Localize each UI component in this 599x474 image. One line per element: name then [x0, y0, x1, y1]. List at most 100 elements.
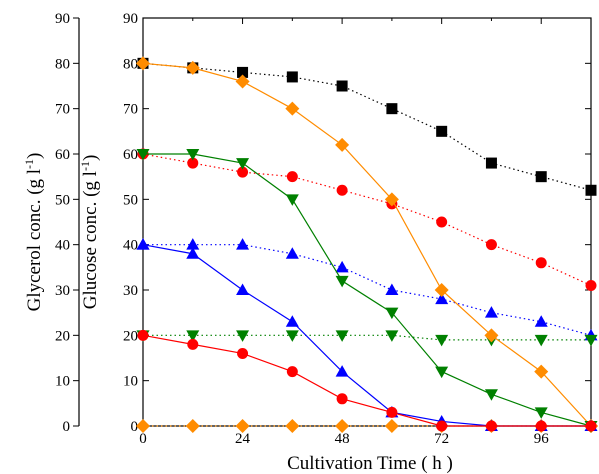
data-point-diamond [484, 328, 499, 343]
inner-y-axis-label: Glucose conc. (g l-1) [78, 155, 101, 310]
outer-y-axis-label-suffix: ) [24, 153, 45, 159]
data-point-diamond [235, 419, 250, 433]
data-point-triangle-down [285, 194, 299, 206]
data-point-circle [187, 338, 199, 350]
data-point-triangle-up [335, 365, 349, 377]
outer-y-tick-label: 60 [55, 147, 70, 163]
outer-y-axis-ticks: 0 10 20 30 40 50 60 70 80 90 [55, 11, 79, 435]
data-point-triangle-up [385, 283, 399, 295]
inner-y-tick-label: 40 [123, 238, 138, 254]
outer-y-tick-label: 0 [63, 419, 71, 435]
series-line [142, 244, 591, 427]
inner-y-tick-label: 80 [123, 56, 138, 72]
data-point-triangle-down [385, 307, 399, 320]
data-point-triangle-down [484, 389, 498, 401]
series-8 [137, 329, 597, 432]
data-point-triangle-up [285, 315, 299, 327]
data-point-diamond [136, 56, 150, 71]
outer-y-tick-label: 80 [55, 56, 70, 72]
data-point-square [485, 157, 497, 169]
outer-y-tick-label: 30 [55, 283, 70, 299]
data-point-circle [436, 216, 448, 228]
series-layer [136, 56, 598, 433]
data-point-circle [336, 393, 348, 405]
series-line [142, 62, 592, 427]
data-point-triangle-down [435, 334, 449, 347]
data-point-diamond [434, 283, 449, 297]
inner-y-tick-label: 0 [131, 419, 139, 435]
data-point-circle [336, 184, 348, 196]
data-point-triangle-up [236, 238, 250, 250]
data-point-triangle-down [435, 366, 449, 379]
outer-y-tick-label: 70 [55, 102, 70, 118]
inner-y-axis-label-suffix: ) [80, 155, 101, 161]
data-point-triangle-up [534, 315, 548, 327]
outer-y-axis-label-exponent: -1 [22, 159, 36, 169]
data-point-triangle-up [285, 247, 299, 259]
data-point-square [585, 184, 597, 196]
series-5 [136, 56, 598, 433]
series-line [143, 244, 592, 336]
data-point-diamond [335, 419, 350, 433]
data-point-circle [485, 420, 497, 432]
data-point-triangle-down [534, 407, 548, 419]
data-point-triangle-up [186, 238, 200, 250]
data-point-square [535, 171, 547, 183]
data-point-diamond [285, 419, 300, 433]
data-point-diamond [335, 137, 350, 152]
data-point-triangle-up [136, 238, 150, 250]
series-6 [136, 149, 598, 433]
inner-y-tick-label: 10 [123, 374, 138, 390]
outer-y-axis-label: Glycerol conc. (g l-1) [22, 153, 45, 312]
data-point-circle [485, 239, 497, 251]
inner-y-tick-label: 30 [123, 283, 138, 299]
outer-y-axis-label-text: Glycerol conc. (g l [24, 169, 45, 311]
inner-y-tick-label: 70 [123, 102, 138, 118]
data-point-diamond [235, 74, 250, 89]
outer-y-tick-label: 20 [55, 328, 70, 344]
x-tick-label: 72 [434, 431, 449, 447]
data-point-circle [187, 157, 199, 169]
data-point-diamond [534, 364, 549, 379]
data-point-triangle-up [186, 247, 200, 259]
data-point-square [386, 103, 398, 115]
outer-y-tick-label: 90 [55, 11, 70, 27]
series-line [142, 334, 591, 427]
data-point-circle [535, 257, 547, 269]
data-point-circle [585, 420, 597, 432]
data-point-circle [386, 406, 398, 418]
data-point-circle [436, 420, 448, 432]
data-point-triangle-up [335, 260, 349, 273]
data-point-triangle-down [186, 149, 200, 161]
data-point-circle [286, 366, 298, 378]
data-point-circle [237, 347, 249, 359]
x-tick-label: 48 [335, 431, 350, 447]
data-point-diamond [384, 419, 399, 433]
series-line [143, 153, 592, 427]
x-axis-label: Cultivation Time ( h ) [287, 453, 453, 474]
data-point-diamond [384, 192, 399, 207]
outer-y-tick-label: 50 [55, 192, 70, 208]
x-tick-label: 24 [235, 431, 251, 447]
data-point-triangle-down [584, 334, 598, 347]
inner-y-tick-label: 50 [123, 192, 138, 208]
inner-y-tick-label: 60 [123, 147, 138, 163]
data-point-triangle-down [385, 330, 399, 342]
data-point-diamond [136, 419, 150, 433]
plot-frame [142, 17, 592, 427]
data-point-triangle-down [285, 330, 299, 342]
data-point-triangle-up [236, 283, 250, 295]
data-point-square [336, 80, 348, 92]
data-point-circle [286, 171, 298, 183]
data-point-triangle-down [335, 275, 349, 288]
data-point-triangle-down [236, 330, 250, 342]
series-2 [136, 238, 598, 341]
data-point-triangle-up [435, 292, 449, 305]
series-line [143, 334, 591, 341]
series-7 [136, 238, 598, 431]
data-point-triangle-up [484, 306, 498, 318]
data-point-triangle-down [236, 158, 250, 170]
data-point-square [237, 66, 249, 78]
inner-y-axis-ticks: 0 10 20 30 40 50 60 70 80 90 [123, 11, 591, 435]
